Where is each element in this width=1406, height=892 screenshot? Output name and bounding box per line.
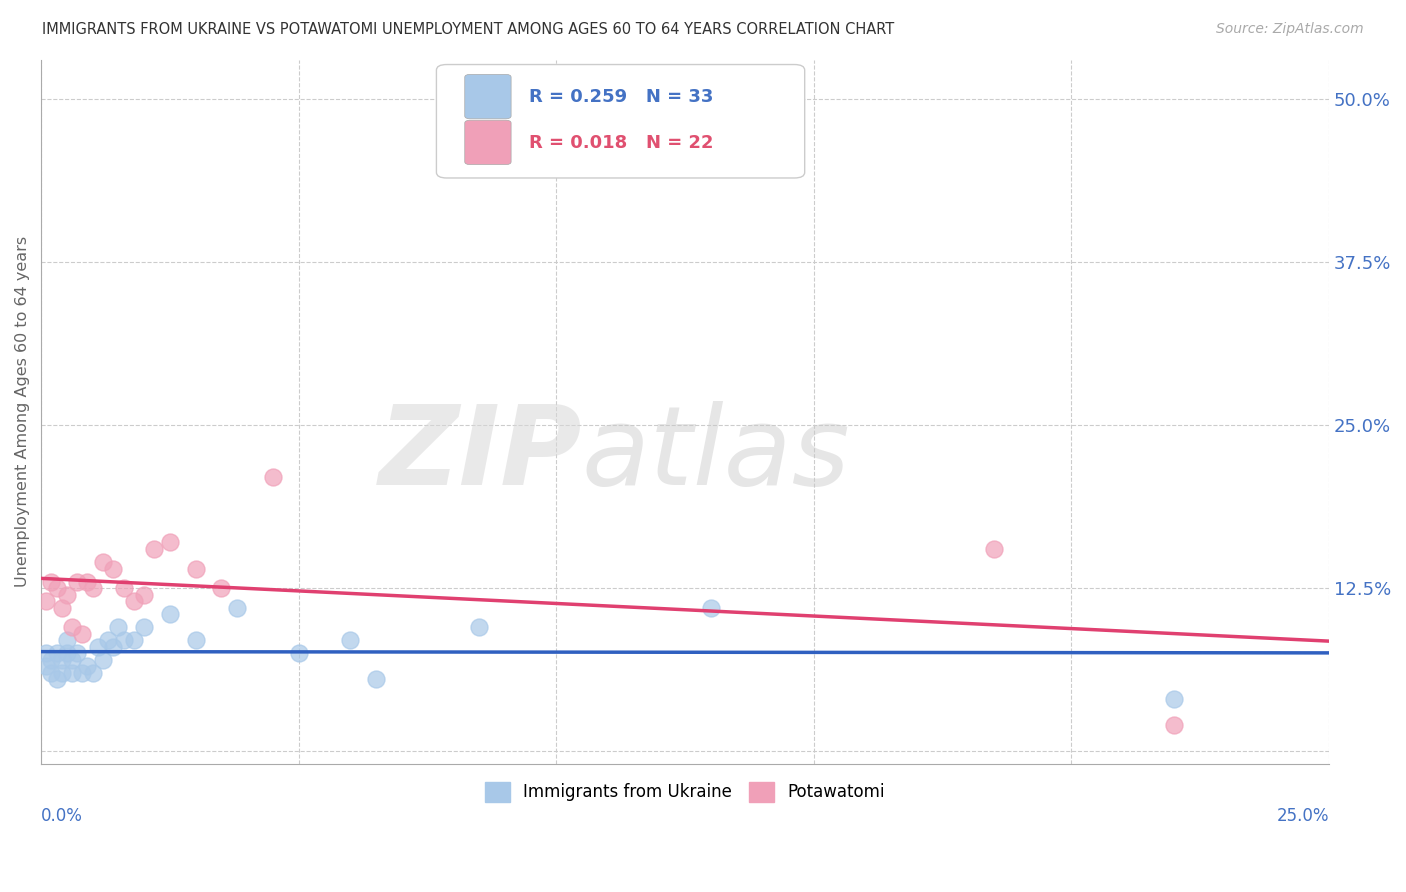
Point bbox=[56, 646, 79, 660]
Point bbox=[184, 633, 207, 648]
Text: ZIP: ZIP bbox=[378, 401, 582, 508]
Point bbox=[134, 620, 156, 634]
Point bbox=[87, 640, 110, 654]
Point bbox=[91, 555, 114, 569]
Point bbox=[35, 659, 58, 673]
Point bbox=[159, 607, 181, 622]
Point bbox=[35, 646, 58, 660]
FancyBboxPatch shape bbox=[436, 64, 804, 178]
Point bbox=[97, 633, 120, 648]
Point bbox=[339, 633, 361, 648]
Point bbox=[82, 665, 104, 680]
Text: atlas: atlas bbox=[582, 401, 851, 508]
Point bbox=[112, 633, 135, 648]
Point bbox=[103, 561, 125, 575]
Point bbox=[60, 653, 83, 667]
Point bbox=[91, 653, 114, 667]
Point bbox=[287, 646, 309, 660]
Point bbox=[45, 673, 67, 687]
Point bbox=[51, 665, 73, 680]
Point bbox=[82, 581, 104, 595]
Point bbox=[41, 653, 63, 667]
Point bbox=[134, 588, 156, 602]
Point bbox=[364, 673, 387, 687]
Point bbox=[225, 600, 247, 615]
Text: IMMIGRANTS FROM UKRAINE VS POTAWATOMI UNEMPLOYMENT AMONG AGES 60 TO 64 YEARS COR: IMMIGRANTS FROM UKRAINE VS POTAWATOMI UN… bbox=[42, 22, 894, 37]
Point bbox=[56, 588, 79, 602]
Point bbox=[60, 620, 83, 634]
Point bbox=[51, 653, 73, 667]
FancyBboxPatch shape bbox=[465, 120, 512, 165]
Point bbox=[1163, 718, 1185, 732]
Point bbox=[468, 620, 491, 634]
Point bbox=[159, 535, 181, 549]
Point bbox=[72, 665, 94, 680]
Point bbox=[143, 541, 166, 556]
Text: 25.0%: 25.0% bbox=[1277, 806, 1329, 824]
Point bbox=[699, 600, 721, 615]
Point bbox=[45, 581, 67, 595]
Point bbox=[1163, 692, 1185, 706]
Point bbox=[122, 633, 145, 648]
Point bbox=[60, 665, 83, 680]
Text: Source: ZipAtlas.com: Source: ZipAtlas.com bbox=[1216, 22, 1364, 37]
Point bbox=[262, 470, 284, 484]
Point bbox=[122, 594, 145, 608]
Point bbox=[66, 574, 89, 589]
Point bbox=[76, 574, 98, 589]
FancyBboxPatch shape bbox=[465, 74, 512, 119]
Point bbox=[41, 574, 63, 589]
Point bbox=[184, 561, 207, 575]
Y-axis label: Unemployment Among Ages 60 to 64 years: Unemployment Among Ages 60 to 64 years bbox=[15, 236, 30, 588]
Point bbox=[45, 646, 67, 660]
Point bbox=[56, 633, 79, 648]
Point bbox=[103, 640, 125, 654]
Text: R = 0.259   N = 33: R = 0.259 N = 33 bbox=[529, 88, 713, 106]
Point bbox=[107, 620, 129, 634]
Point bbox=[72, 627, 94, 641]
Text: R = 0.018   N = 22: R = 0.018 N = 22 bbox=[529, 134, 714, 152]
Text: 0.0%: 0.0% bbox=[41, 806, 83, 824]
Point bbox=[51, 600, 73, 615]
Point bbox=[66, 646, 89, 660]
Point bbox=[112, 581, 135, 595]
Point bbox=[76, 659, 98, 673]
Legend: Immigrants from Ukraine, Potawatomi: Immigrants from Ukraine, Potawatomi bbox=[478, 775, 891, 809]
Point bbox=[209, 581, 232, 595]
Point bbox=[983, 541, 1005, 556]
Point bbox=[35, 594, 58, 608]
Point bbox=[41, 665, 63, 680]
